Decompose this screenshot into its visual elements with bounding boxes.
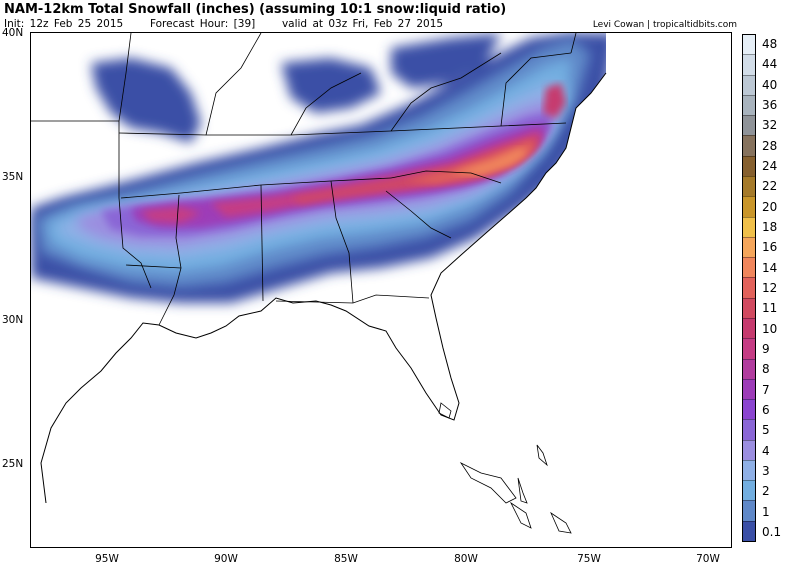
lon-label-70w: 70W [696, 553, 720, 565]
colorbar-swatch [743, 317, 755, 339]
colorbar-swatch [743, 155, 755, 176]
map-graphic [31, 33, 607, 534]
colorbar-swatch [743, 419, 755, 440]
colorbar-label: 10 [762, 321, 778, 336]
colorbar-swatch [743, 236, 755, 258]
state-borders [31, 33, 577, 326]
colorbar-swatch [743, 358, 755, 379]
colorbar-swatch [743, 459, 755, 481]
colorbar-label: 14 [762, 260, 778, 275]
valid-time: valid at 03z Fri, Feb 27 2015 [281, 18, 444, 30]
colorbar-swatch [743, 74, 755, 95]
colorbar-swatch [743, 500, 755, 521]
lat-label-30n: 30N [2, 314, 24, 326]
colorbar-label: 36 [762, 98, 778, 113]
colorbar-label: 0.1 [762, 524, 782, 539]
colorbar-swatch [743, 297, 755, 318]
colorbar-label: 5 [762, 423, 770, 438]
colorbar-swatch [743, 196, 755, 217]
lat-label-35n: 35N [2, 171, 24, 183]
colorbar-label: 9 [762, 341, 770, 356]
colorbar-swatch [743, 135, 755, 156]
colorbar-swatch [743, 54, 755, 75]
lon-label-80w: 80W [454, 553, 478, 565]
colorbar-label: 8 [762, 362, 770, 377]
colorbar-label: 2 [762, 484, 770, 499]
colorbar-label: 11 [762, 301, 778, 316]
lon-label-85w: 85W [334, 553, 358, 565]
snowfall-map [30, 32, 732, 548]
colorbar-label: 44 [762, 57, 778, 72]
colorbar-label: 7 [762, 382, 770, 397]
colorbar-swatch [743, 277, 755, 298]
map-title: NAM-12km Total Snowfall (inches) (assumi… [4, 2, 507, 17]
forecast-hour: Forecast Hour: [39] [149, 18, 256, 30]
colorbar-label: 4 [762, 443, 770, 458]
lat-label-40n: 40N [2, 27, 24, 39]
colorbar-swatch [743, 257, 755, 278]
coastline [40, 72, 607, 504]
lon-label-95w: 95W [95, 553, 119, 565]
lon-label-75w: 75W [577, 553, 601, 565]
colorbar-swatch [743, 338, 755, 359]
colorbar-label: 20 [762, 199, 778, 214]
colorbar-swatch [743, 480, 755, 501]
init-time: Init: 12z Feb 25 2015 [4, 18, 124, 30]
colorbar-label: 3 [762, 463, 770, 478]
colorbar-swatch [743, 439, 755, 460]
colorbar-label: 48 [762, 37, 778, 52]
snowfall-colorbar [742, 34, 756, 542]
colorbar-swatch [743, 175, 755, 197]
colorbar-label: 18 [762, 220, 778, 235]
colorbar-swatch [743, 35, 755, 55]
colorbar-swatch [743, 216, 755, 237]
lon-label-90w: 90W [214, 553, 238, 565]
snowfall-shading [31, 33, 606, 303]
colorbar-swatch [743, 94, 755, 116]
colorbar-label: 28 [762, 138, 778, 153]
colorbar-label: 1 [762, 504, 770, 519]
islands [438, 402, 572, 534]
colorbar-label: 40 [762, 77, 778, 92]
colorbar-swatch [743, 399, 755, 420]
forecast-info-line: Init: 12z Feb 25 2015 Forecast Hour: [39… [4, 18, 443, 30]
colorbar-label: 6 [762, 402, 770, 417]
colorbar-swatch [743, 378, 755, 400]
colorbar-swatch [743, 115, 755, 136]
colorbar-label: 32 [762, 118, 778, 133]
lat-label-25n: 25N [2, 458, 24, 470]
colorbar-label: 24 [762, 159, 778, 174]
colorbar-label: 22 [762, 179, 778, 194]
colorbar-swatch [743, 520, 755, 542]
colorbar-label: 16 [762, 240, 778, 255]
colorbar-label: 12 [762, 281, 778, 295]
credit-text: Levi Cowan | tropicaltidbits.com [592, 20, 737, 30]
